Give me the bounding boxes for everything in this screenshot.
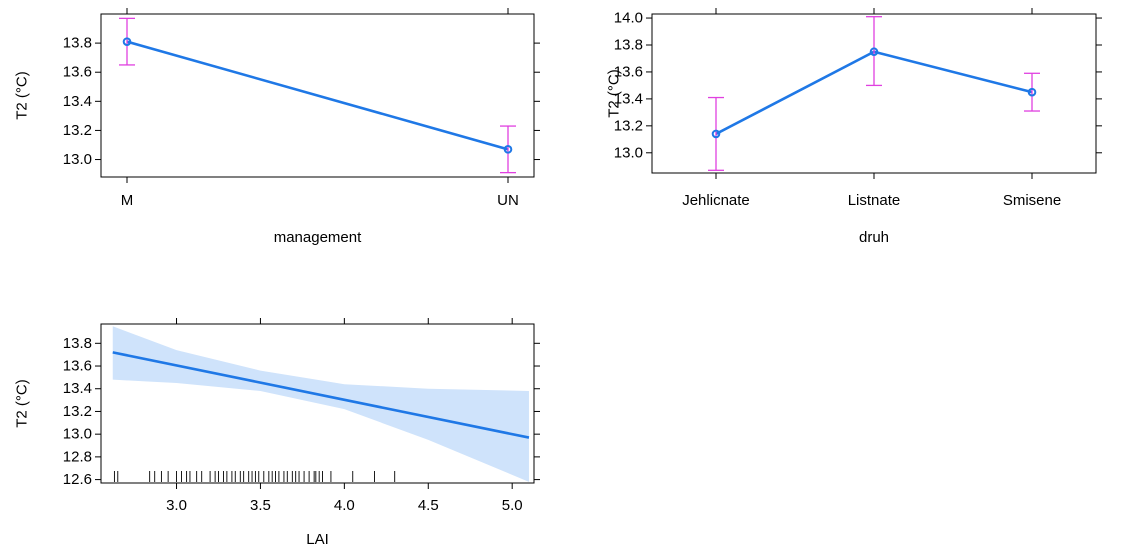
y-axis-label: T2 (°C) — [14, 71, 31, 120]
y-tick-label: 13.4 — [63, 380, 92, 397]
panel-LAI: 3.0 3.5 4.0 4.5 5.0 12.6 12.8 13.0 13.2 13.4 13.6 1… — [14, 318, 540, 548]
plot-frame — [100, 323, 535, 484]
y-tick-label: 13.8 — [63, 35, 92, 52]
error-bar — [500, 125, 516, 174]
y-tick-label: 12.8 — [63, 448, 92, 465]
error-bar — [1024, 72, 1040, 112]
x-tick-label: 3.0 — [166, 497, 187, 514]
y-tick-label: 13.0 — [63, 426, 92, 443]
y-tick-label: 13.4 — [63, 93, 92, 110]
error-bar — [708, 96, 724, 171]
effect-line — [126, 40, 509, 151]
panel-management: M UN 13.0 13.2 13.4 13.6 13.8 management T2 (°C) — [14, 8, 540, 246]
y-tick-label: 13.6 — [63, 358, 92, 375]
y-tick-label: 13.0 — [614, 144, 643, 161]
x-tick-label: UN — [497, 192, 519, 209]
error-bar — [866, 16, 882, 87]
x-tick-label: Smisene — [1003, 192, 1061, 209]
data-point — [1027, 87, 1037, 97]
y-axis-label: T2 (°C) — [606, 69, 623, 118]
x-axis-label: LAI — [306, 531, 329, 548]
y-tick-label: 13.2 — [63, 403, 92, 420]
y-tick-label: 13.4 — [614, 90, 643, 107]
y-tick-label: 13.6 — [63, 64, 92, 81]
x-tick-label: 5.0 — [502, 497, 523, 514]
data-point — [869, 47, 879, 57]
y-tick-label: 13.8 — [63, 335, 92, 352]
x-tick-label: Jehlicnate — [682, 192, 750, 209]
x-axis-label: management — [274, 229, 362, 246]
y-tick-label: 13.8 — [614, 36, 643, 53]
y-tick-label: 13.0 — [63, 151, 92, 168]
data-point — [503, 145, 513, 154]
y-tick-label: 14.0 — [614, 10, 643, 27]
x-tick-label: Listnate — [848, 192, 901, 209]
y-tick-label: 13.2 — [63, 122, 92, 139]
x-tick-label: 4.5 — [418, 497, 439, 514]
panel-druh: Jehlicnate Listnate Smisene 13.0 13.2 13.4 13.… — [606, 8, 1102, 246]
data-point — [122, 37, 132, 46]
x-tick-label: M — [121, 192, 134, 209]
x-tick-label: 3.5 — [250, 497, 271, 514]
error-bar — [119, 17, 135, 66]
rug-ticks — [113, 471, 396, 482]
confidence-band — [112, 326, 529, 482]
y-tick-label: 12.6 — [63, 471, 92, 488]
plot-frame — [100, 13, 535, 178]
effect-line — [112, 351, 530, 439]
x-tick-label: 4.0 — [334, 497, 355, 514]
y-axis-label: T2 (°C) — [14, 379, 31, 428]
y-tick-label: 13.2 — [614, 117, 643, 134]
data-point — [711, 129, 721, 139]
y-tick-label: 13.6 — [614, 63, 643, 80]
x-axis-label: druh — [859, 229, 889, 246]
